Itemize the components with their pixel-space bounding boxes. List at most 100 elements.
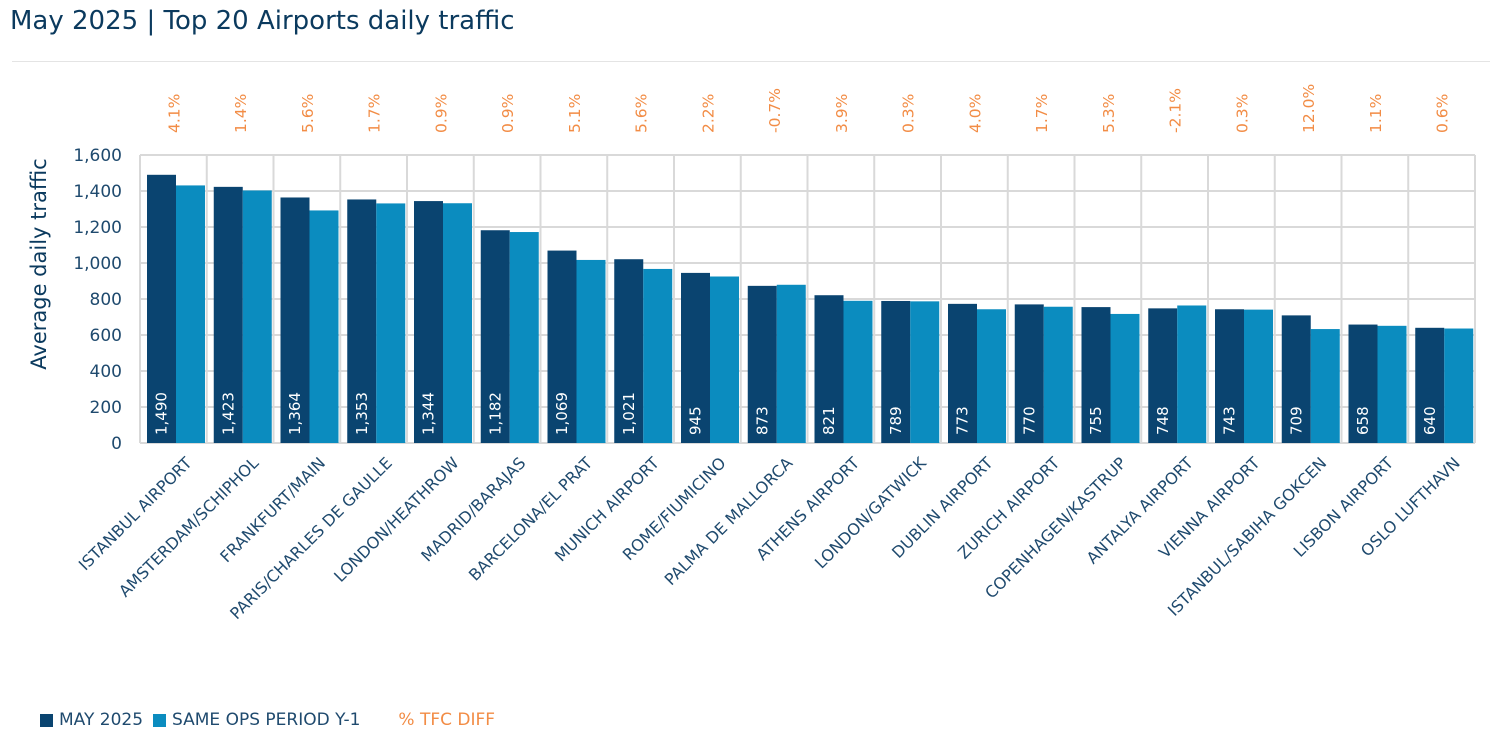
- bar-same-ops-period-y-1: [576, 259, 606, 443]
- pct-diff-label: 0.9%: [432, 94, 450, 133]
- pct-diff-label: 0.3%: [1233, 94, 1251, 133]
- bar-may-2025: [1348, 324, 1378, 443]
- bar-may-2025: [213, 186, 243, 444]
- bar-may-2025: [681, 272, 710, 443]
- x-tick-label: AMSTERDAM/SCHIPHOL: [115, 453, 262, 600]
- chart-title: May 2025 | Top 20 Airports daily traffic: [10, 6, 515, 36]
- data-label: 743: [1221, 406, 1239, 435]
- data-label: 1,021: [620, 392, 638, 435]
- legend: MAY 2025 SAME OPS PERIOD Y-1 % TFC DIFF: [40, 710, 533, 730]
- x-tick-label: ISTANBUL AIRPORT: [75, 453, 196, 574]
- bar-same-ops-period-y-1: [309, 210, 339, 443]
- data-label: 821: [820, 406, 838, 435]
- bar-may-2025: [1215, 309, 1244, 443]
- pct-diff-label: 5.3%: [1100, 94, 1118, 133]
- pct-diff-label: 0.9%: [499, 94, 517, 133]
- bars: [147, 174, 1474, 444]
- pct-diff-label: 0.6%: [1434, 94, 1452, 133]
- x-tick-label: LONDON/HEATHROW: [330, 453, 463, 586]
- y-tick-label: 1,600: [73, 146, 122, 166]
- bar-same-ops-period-y-1: [1244, 309, 1273, 443]
- title-divider: [12, 61, 1490, 62]
- data-label: 709: [1287, 406, 1305, 435]
- data-label: 1,423: [219, 392, 237, 435]
- bar-same-ops-period-y-1: [977, 309, 1006, 443]
- pct-diff-label: -2.1%: [1167, 88, 1185, 133]
- legend-label-may: MAY 2025: [59, 710, 144, 730]
- bar-may-2025: [480, 230, 510, 443]
- bar-same-ops-period-y-1: [1110, 313, 1140, 443]
- data-label: 770: [1020, 406, 1038, 435]
- legend-swatch-may: [40, 713, 53, 727]
- data-label: 789: [887, 406, 905, 435]
- pct-diff-label: 1.7%: [1033, 94, 1051, 133]
- bar-chart: 1,490 1,423 1,364 1,353 1,344 1,182 1,069 1,021…: [27, 84, 1476, 623]
- bar-may-2025: [1014, 304, 1044, 443]
- data-label: 1,364: [286, 392, 304, 435]
- bar-same-ops-period-y-1: [643, 268, 673, 443]
- y-tick-label: 600: [90, 326, 122, 346]
- data-label: 748: [1154, 406, 1172, 435]
- y-tick-label: 1,400: [73, 182, 122, 202]
- pct-diff-label: 1.4%: [232, 94, 250, 133]
- pct-diff-label: 1.1%: [1367, 94, 1385, 133]
- pct-diff-label: 5.6%: [299, 94, 317, 133]
- data-label: 1,490: [153, 392, 171, 435]
- legend-swatch-prev: [153, 713, 167, 727]
- pct-diff-label: 4.0%: [966, 94, 984, 133]
- legend-item-pct: % TFC DIFF: [398, 710, 495, 730]
- bar-same-ops-period-y-1: [509, 232, 539, 443]
- data-label: 873: [753, 406, 771, 435]
- x-axis: ISTANBUL AIRPORTAMSTERDAM/SCHIPHOLFRANKF…: [75, 453, 1464, 623]
- data-label: 755: [1087, 406, 1105, 435]
- y-axis: 0 200 400 600 800 1,000 1,200 1,400 1,600: [73, 146, 122, 454]
- y-tick-label: 800: [90, 290, 122, 310]
- bar-same-ops-period-y-1: [1444, 328, 1474, 443]
- x-tick-label: PALMA DE MALLORCA: [661, 453, 797, 589]
- data-label: 773: [954, 406, 972, 435]
- bar-same-ops-period-y-1: [776, 284, 806, 443]
- pct-diff-label: -0.7%: [766, 88, 784, 133]
- pct-diff-label: 5.6%: [633, 94, 651, 133]
- bar-same-ops-period-y-1: [1177, 305, 1207, 443]
- data-label: 1,344: [420, 392, 438, 435]
- bar-may-2025: [1148, 308, 1178, 443]
- legend-label-prev: SAME OPS PERIOD Y-1: [172, 710, 361, 730]
- data-labels: 1,490 1,423 1,364 1,353 1,344 1,182 1,069 1,021…: [153, 392, 1439, 435]
- x-tick-label: BARCELONA/EL PRAT: [465, 453, 596, 584]
- y-tick-label: 200: [90, 398, 122, 418]
- data-label: 1,182: [486, 392, 504, 435]
- bar-same-ops-period-y-1: [710, 276, 739, 443]
- pct-diff-label: 4.1%: [165, 94, 183, 133]
- data-label: 945: [687, 406, 705, 435]
- bar-may-2025: [414, 201, 443, 443]
- data-label: 640: [1421, 406, 1439, 435]
- bar-same-ops-period-y-1: [443, 203, 472, 443]
- bar-same-ops-period-y-1: [1377, 325, 1407, 443]
- bar-may-2025: [614, 259, 644, 443]
- bar-same-ops-period-y-1: [176, 185, 205, 444]
- data-label: 1,069: [553, 392, 571, 435]
- y-tick-label: 400: [90, 362, 122, 382]
- bar-same-ops-period-y-1: [910, 301, 940, 443]
- pct-diff-label: 3.9%: [833, 94, 851, 133]
- bar-may-2025: [1281, 315, 1311, 443]
- bar-may-2025: [147, 174, 176, 444]
- bar-may-2025: [280, 197, 310, 443]
- bar-same-ops-period-y-1: [242, 190, 272, 443]
- y-tick-label: 0: [111, 434, 122, 454]
- pct-diff-label: 12.0%: [1300, 84, 1318, 133]
- y-tick-label: 1,000: [73, 254, 122, 274]
- bar-may-2025: [948, 303, 977, 443]
- pct-diff-label: 2.2%: [699, 94, 717, 133]
- bar-same-ops-period-y-1: [1310, 329, 1340, 443]
- legend-item-may: MAY 2025: [40, 710, 143, 730]
- bar-may-2025: [547, 250, 577, 443]
- pct-diff-labels: 4.1% 1.4% 5.6% 1.7% 0.9% 0.9% 5.1% 5.6% 2.2% -0.7…: [165, 84, 1451, 133]
- bar-may-2025: [814, 295, 844, 443]
- bar-may-2025: [1081, 307, 1111, 443]
- bar-same-ops-period-y-1: [843, 300, 873, 443]
- bar-may-2025: [347, 199, 377, 443]
- bar-may-2025: [747, 285, 777, 443]
- legend-item-prev: SAME OPS PERIOD Y-1: [153, 710, 360, 730]
